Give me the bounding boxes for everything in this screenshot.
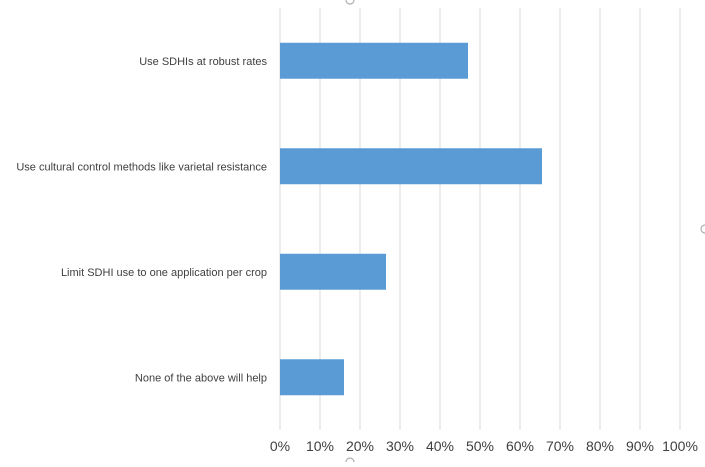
x-tick-label: 90% [626,438,654,454]
bar [280,359,344,396]
x-tick-label: 10% [306,438,334,454]
bar [280,253,386,290]
x-tick-label: 20% [346,438,374,454]
x-tick-label: 80% [586,438,614,454]
x-tick-label: 0% [270,438,290,454]
x-tick-label: 50% [466,438,494,454]
bar [280,42,468,79]
x-tick-label: 60% [506,438,534,454]
x-tick-labels: 0% 10% 20% 30% 40% 50% 60% 70% 80% 90% 100% [270,438,698,454]
selection-handle-top [345,0,355,5]
selection-handle-right [700,224,705,234]
category-label: None of the above will help [135,372,267,384]
selection-handle-bottom [345,457,355,463]
category-label: Use SDHIs at robust rates [139,56,267,68]
x-tick-label: 70% [546,438,574,454]
x-tick-label: 40% [426,438,454,454]
x-tick-label: 30% [386,438,414,454]
category-labels: Use SDHIs at robust rates Use cultural co… [16,56,267,385]
bar [280,148,542,185]
bars [280,42,542,396]
category-label: Limit SDHI use to one application per cr… [61,267,267,279]
x-tick-label: 100% [662,438,698,454]
category-label: Use cultural control methods like variet… [16,161,267,173]
